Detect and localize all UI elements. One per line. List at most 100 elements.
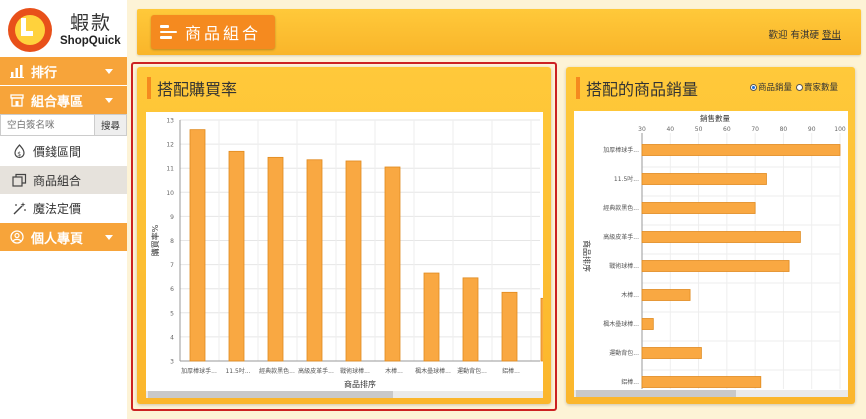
chevron-down-icon xyxy=(105,69,113,74)
price-tag-icon: $ xyxy=(12,143,27,159)
user-circle-icon xyxy=(10,230,24,244)
brand-name-zh: 蝦款 xyxy=(70,12,113,34)
radio-label: 商品銷量 xyxy=(758,83,793,93)
sales-chart-container: 銷售數量 30 40 50 60 70 80 90 100 加厚棒球手... 11.5吋... 經典款… xyxy=(574,111,848,400)
search-input[interactable] xyxy=(0,114,94,136)
bar xyxy=(384,166,401,362)
y-tick-label: 經典款黑色... xyxy=(603,204,639,212)
chart-title: 銷售數量 xyxy=(700,113,730,123)
radio-seller-count[interactable] xyxy=(796,83,804,91)
metric-radio-group: 商品銷量 賣家數量 xyxy=(750,81,842,93)
bar xyxy=(345,160,362,362)
sidebar-item-product-combo[interactable]: 商品組合 xyxy=(0,166,127,194)
x-tick-label: 80 xyxy=(780,126,788,133)
x-tick-label: 50 xyxy=(695,126,703,133)
bar xyxy=(462,277,479,362)
x-tick-label: 楓木壘球棒... xyxy=(415,367,451,375)
y-tick-label: 11.5吋... xyxy=(614,175,639,183)
panel-title-text: 搭配的商品銷量 xyxy=(586,80,699,99)
y-tick-label: 運動背包... xyxy=(609,349,639,357)
chart-horizontal-scrollbar[interactable] xyxy=(574,390,848,397)
menu-combo[interactable]: 組合專區 xyxy=(0,86,127,114)
bar xyxy=(641,347,702,359)
menu-lines-icon xyxy=(160,25,177,39)
x-tick-label: 戰術球棒... xyxy=(340,367,370,375)
bar xyxy=(641,144,841,156)
menu-personal[interactable]: 個人專頁 xyxy=(0,223,127,251)
bar-chart-icon xyxy=(10,64,24,78)
bar xyxy=(501,291,518,362)
y-tick-label: 加厚棒球手... xyxy=(603,146,639,154)
svg-text:$: $ xyxy=(17,151,21,158)
y-axis-title: 商品排序 xyxy=(582,240,592,272)
x-tick-label: 90 xyxy=(808,126,816,133)
panel-title-text: 搭配購買率 xyxy=(157,80,238,99)
top-header: 商品組合 歡迎 有淇硬 登出 xyxy=(137,9,861,55)
chevron-down-icon xyxy=(105,98,113,103)
panel-title: 搭配的商品銷量 xyxy=(576,77,698,99)
menu-personal-label: 個人專頁 xyxy=(31,231,84,247)
sidebar-item-label: 價錢區間 xyxy=(33,144,82,159)
radio-label: 賣家數量 xyxy=(804,83,839,93)
scrollbar-thumb[interactable] xyxy=(148,391,393,398)
sidebar-item-magic-pricing[interactable]: 魔法定價 xyxy=(0,194,127,222)
page-title-pill: 商品組合 xyxy=(151,15,275,49)
logo-mark-icon xyxy=(8,8,52,52)
bar xyxy=(641,260,790,272)
y-tick-label: 9 xyxy=(170,214,174,221)
sidebar-search: 搜尋 xyxy=(0,114,127,136)
bar xyxy=(228,150,245,362)
copy-icon xyxy=(12,173,27,188)
scrollbar-thumb[interactable] xyxy=(576,390,736,397)
sidebar-item-label: 商品組合 xyxy=(33,173,82,188)
x-axis-title: 商品排序 xyxy=(344,379,376,389)
y-tick-label: 7 xyxy=(170,262,174,269)
brand-name-en: ShopQuick xyxy=(60,35,121,47)
bar xyxy=(540,297,557,362)
sidebar-item-label: 魔法定價 xyxy=(33,201,82,216)
radio-product-sales[interactable] xyxy=(750,83,757,91)
x-tick-label: 鋁棒... xyxy=(502,367,520,375)
sidebar-item-price-range[interactable]: $ 價錢區間 xyxy=(0,137,127,165)
y-tick-label: 高級皮革手... xyxy=(603,233,639,241)
bar xyxy=(641,318,654,330)
y-tick-label: 戰術球棒... xyxy=(609,262,639,270)
y-tick-label: 3 xyxy=(170,359,174,366)
menu-combo-label: 組合專區 xyxy=(31,94,84,110)
y-tick-label: 11 xyxy=(166,166,174,173)
panel-title: 搭配購買率 xyxy=(147,77,237,99)
magic-wand-icon xyxy=(12,201,27,216)
bar xyxy=(641,289,691,301)
selection-highlight xyxy=(131,62,557,411)
chevron-down-icon xyxy=(105,235,113,240)
menu-ranking-label: 排行 xyxy=(31,65,58,81)
bar xyxy=(641,173,767,185)
bar xyxy=(267,156,284,362)
y-tick-label: 楓木壘球棒... xyxy=(603,320,639,328)
x-tick-label: 30 xyxy=(638,126,646,133)
y-tick-label: 8 xyxy=(170,238,174,245)
search-button[interactable]: 搜尋 xyxy=(94,114,127,136)
x-tick-label: 經典款黑色... xyxy=(259,367,295,375)
y-tick-label: 12 xyxy=(166,142,174,149)
y-axis-title: 購買率% xyxy=(150,224,160,256)
welcome-text: 歡迎 有淇硬 xyxy=(768,30,819,41)
purchase-rate-panel: 搭配購買率 3 4 5 6 7 8 9 10 11 12 13 加厚棒球手... 11.5吋... 經典款… xyxy=(137,67,571,404)
bar xyxy=(423,272,440,362)
page-title: 商品組合 xyxy=(185,24,262,43)
y-tick-label: 4 xyxy=(170,334,174,341)
store-icon xyxy=(10,93,24,107)
chart-horizontal-scrollbar[interactable] xyxy=(146,391,543,398)
bar xyxy=(189,129,206,362)
bar xyxy=(641,202,756,214)
sales-chart: 銷售數量 30 40 50 60 70 80 90 100 加厚棒球手... 11.5吋... 經典款… xyxy=(582,113,846,400)
y-tick-label: 鋁棒... xyxy=(621,378,639,386)
purchase-rate-chart-container: 3 4 5 6 7 8 9 10 11 12 13 加厚棒球手... 11.5吋... 經典款黑色... 高… xyxy=(146,112,571,398)
logout-link[interactable]: 登出 xyxy=(821,30,841,41)
x-tick-label: 60 xyxy=(723,126,731,133)
menu-ranking[interactable]: 排行 xyxy=(0,57,127,85)
bar xyxy=(306,159,323,362)
x-tick-label: 11.5吋... xyxy=(225,367,250,375)
y-tick-label: 5 xyxy=(170,310,174,317)
brand-logo[interactable]: 蝦款 ShopQuick xyxy=(8,8,123,53)
